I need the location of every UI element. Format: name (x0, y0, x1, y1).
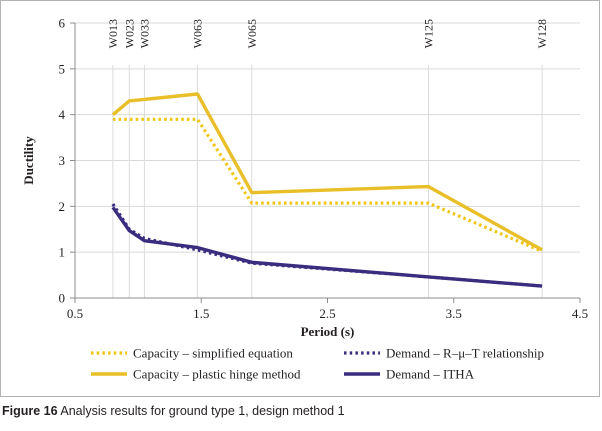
marker-label-w125: W125 (422, 19, 436, 48)
x-tick-label: 4.5 (572, 306, 588, 321)
marker-label-w033: W033 (137, 19, 151, 48)
figure-caption: Figure 16 Analysis results for ground ty… (2, 404, 345, 418)
x-tick-label: 0.5 (67, 306, 83, 321)
caption-label: Figure 16 (2, 404, 58, 418)
y-tick-label: 4 (59, 107, 66, 122)
y-tick-label: 0 (59, 291, 66, 306)
marker-label-w128: W128 (535, 19, 549, 48)
chart: W013 W023 W033 W063 W065 W125 W128 0.5 1.5 2.5 3.5… (21, 16, 588, 382)
marker-label-w065: W065 (245, 19, 259, 48)
x-axis-title: Period (s) (301, 324, 355, 339)
legend-label-3: Demand – ITHA (386, 367, 475, 382)
marker-label-w023: W023 (122, 19, 136, 48)
series-line-0 (112, 117, 543, 253)
y-tick-label: 2 (59, 199, 66, 214)
legend-label-0: Capacity – simplified equation (133, 346, 293, 361)
caption-text: Analysis results for ground type 1, desi… (60, 404, 345, 418)
y-axis-title: Ductility (21, 136, 36, 185)
chart-frame: W013 W023 W033 W063 W065 W125 W128 0.5 1.5 2.5 3.5… (0, 0, 600, 397)
x-tick-label: 2.5 (319, 306, 335, 321)
marker-label-w063: W063 (190, 19, 204, 48)
x-tick-label: 1.5 (193, 306, 209, 321)
series-line-3 (111, 206, 543, 288)
y-tick-label: 3 (59, 153, 66, 168)
x-tick-label: 3.5 (446, 306, 462, 321)
marker-label-w013: W013 (106, 19, 120, 48)
y-tick-label: 1 (59, 245, 66, 260)
legend-label-1: Demand – R–μ–T relationship (386, 346, 544, 361)
y-tick-label: 5 (59, 61, 66, 76)
legend-label-2: Capacity – plastic hinge method (133, 367, 301, 382)
series-line-2 (111, 92, 543, 252)
y-tick-label: 6 (59, 16, 66, 31)
